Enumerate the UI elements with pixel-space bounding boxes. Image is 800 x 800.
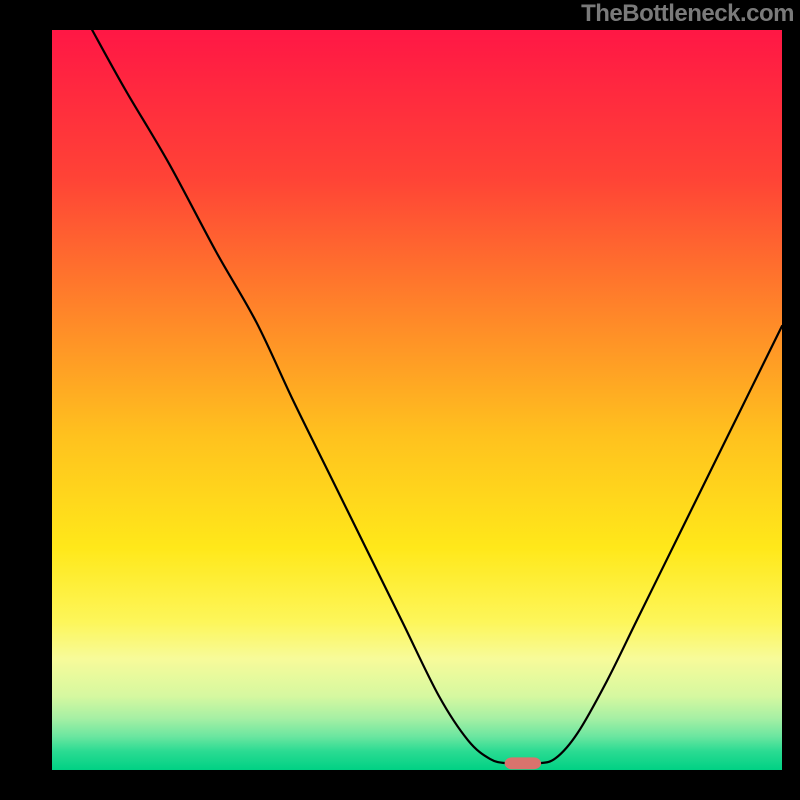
bottleneck-chart-svg: [52, 30, 782, 770]
optimal-marker: [505, 757, 541, 769]
gradient-background: [52, 30, 782, 770]
watermark-text: TheBottleneck.com: [581, 0, 794, 28]
plot-area: [52, 30, 782, 770]
stage: TheBottleneck.com: [0, 0, 800, 800]
